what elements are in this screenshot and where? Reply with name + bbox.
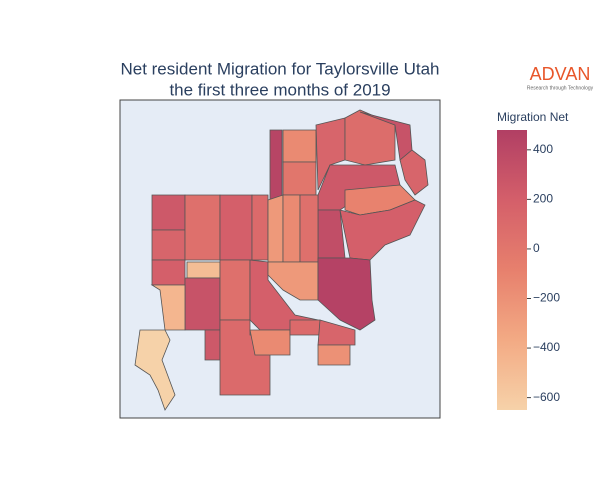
region — [151, 229, 186, 261]
region — [315, 117, 346, 191]
region — [151, 259, 186, 286]
region — [251, 194, 269, 261]
chart-title: Net resident Migration for Taylorsville … — [120, 59, 439, 78]
chart-subtitle: the first three months of 2019 — [169, 80, 390, 99]
region — [299, 194, 319, 263]
region — [249, 329, 291, 356]
region — [150, 284, 186, 331]
colorbar-tick-label: 200 — [533, 192, 553, 206]
region — [134, 329, 176, 411]
region — [317, 209, 346, 259]
colorbar-tick-label: −400 — [533, 340, 560, 354]
region — [219, 194, 253, 261]
region — [184, 277, 221, 331]
region — [219, 259, 251, 321]
region — [344, 109, 396, 166]
region — [317, 344, 351, 366]
region — [204, 329, 221, 361]
colorbar — [497, 130, 527, 410]
region — [317, 257, 376, 331]
brand: ADVAN — [530, 64, 591, 84]
region — [267, 194, 284, 263]
colorbar-tick-label: 0 — [533, 241, 540, 255]
colorbar-tick-label: 400 — [533, 142, 553, 156]
region — [282, 129, 317, 163]
region — [399, 149, 429, 196]
region — [282, 194, 301, 263]
colorbar-tick-label: −600 — [533, 390, 560, 404]
region — [282, 161, 317, 196]
brand-tagline: Research through Technology — [527, 85, 594, 91]
region — [269, 129, 283, 201]
region — [151, 194, 186, 231]
region — [186, 261, 221, 279]
region — [184, 194, 221, 261]
colorbar-title: Migration Net — [497, 110, 569, 124]
region — [317, 319, 356, 346]
colorbar-tick-label: −200 — [533, 291, 560, 305]
region — [289, 319, 321, 336]
